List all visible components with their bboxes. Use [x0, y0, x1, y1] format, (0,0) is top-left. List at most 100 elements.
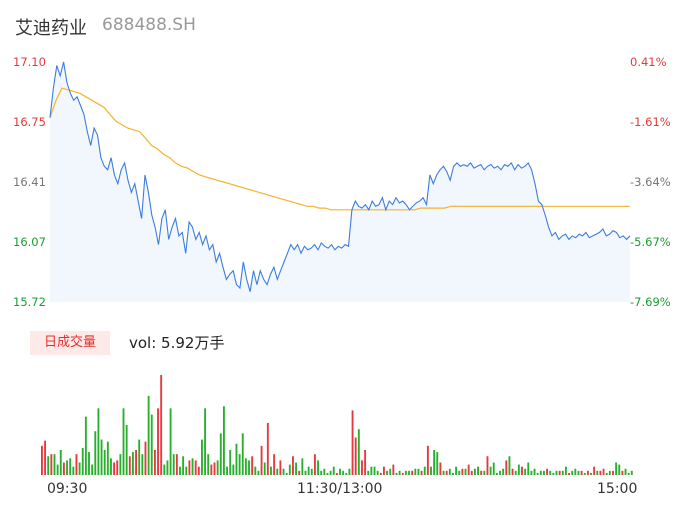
- x-tick-open: 09:30: [47, 481, 88, 497]
- volume-bar: [561, 470, 564, 475]
- volume-bar: [536, 472, 539, 475]
- volume-bar: [257, 470, 260, 475]
- volume-bar: [84, 416, 87, 475]
- volume-bar: [62, 462, 65, 475]
- volume-bar: [511, 468, 514, 475]
- volume-bar: [433, 450, 436, 475]
- volume-bar: [116, 460, 119, 475]
- volume-bar: [486, 456, 489, 475]
- volume-bar: [339, 468, 341, 475]
- pct-tick-mid: -3.64%: [630, 175, 671, 189]
- volume-bar: [357, 429, 360, 475]
- volume-bar: [113, 462, 116, 475]
- volume-bar: [150, 414, 153, 475]
- volume-bar: [169, 408, 172, 475]
- volume-bar: [530, 470, 533, 475]
- price-tick-bottom: 15.72: [13, 295, 46, 309]
- volume-bar: [179, 466, 181, 475]
- volume-bar: [147, 395, 150, 475]
- volume-bar: [56, 464, 59, 475]
- volume-bar: [201, 439, 203, 475]
- volume-bar: [615, 462, 618, 475]
- volume-bar: [210, 464, 213, 475]
- volume-bar: [279, 460, 282, 475]
- volume-bar: [489, 466, 492, 475]
- volume-bar: [125, 425, 128, 475]
- volume-bar: [351, 410, 354, 475]
- volume-bar: [81, 447, 84, 475]
- volume-bar: [404, 470, 407, 475]
- volume-bar: [276, 468, 279, 475]
- volume-bar: [571, 470, 574, 475]
- volume-bar: [219, 433, 222, 475]
- volume-bar: [376, 470, 379, 475]
- volume-bar: [624, 468, 627, 475]
- volume-bar: [69, 458, 72, 475]
- volume-bar: [558, 470, 561, 475]
- volume-bar: [144, 441, 147, 475]
- volume-bar: [185, 466, 188, 475]
- volume-bar: [282, 468, 285, 475]
- volume-bar: [423, 466, 426, 475]
- volume-bar: [53, 454, 56, 475]
- volume-bar: [458, 470, 461, 475]
- volume-bar: [401, 472, 404, 475]
- volume-bar: [72, 466, 75, 475]
- volume-bar: [204, 408, 207, 475]
- volume-bar: [295, 462, 298, 475]
- volume-bar: [621, 470, 624, 475]
- volume-bar: [602, 468, 605, 475]
- volume-bar: [508, 456, 511, 475]
- volume-bar: [445, 470, 448, 475]
- volume-bar: [386, 470, 389, 475]
- volume-bar: [44, 440, 47, 476]
- volume-bar: [122, 408, 125, 475]
- volume-bar: [361, 460, 363, 475]
- volume-bar: [568, 472, 570, 475]
- volume-bar: [66, 460, 68, 475]
- volume-bar: [618, 464, 621, 475]
- volume-bar: [612, 470, 614, 475]
- volume-bar: [160, 375, 163, 475]
- price-tick-top: 17.10: [13, 55, 46, 69]
- volume-bar: [605, 472, 608, 475]
- volume-bar: [157, 408, 159, 475]
- volume-readout: vol: 5.92万手: [129, 334, 225, 352]
- volume-bar: [455, 466, 458, 475]
- volume-bar: [320, 470, 323, 475]
- volume-bar: [552, 472, 555, 475]
- volume-bar: [298, 470, 301, 475]
- price-line: [49, 61, 631, 292]
- volume-bar: [103, 450, 106, 475]
- volume-bar: [273, 454, 276, 475]
- volume-bar: [260, 445, 263, 475]
- volume-bar: [207, 454, 210, 475]
- volume-bar: [398, 470, 401, 475]
- volume-bar: [329, 470, 332, 475]
- volume-bar: [382, 466, 385, 475]
- volume-bar: [106, 441, 109, 475]
- volume-bar: [213, 462, 216, 475]
- volume-bar: [467, 464, 470, 475]
- volume-bar: [263, 462, 266, 475]
- volume-bar: [583, 472, 586, 475]
- pct-tick-bottom: -7.69%: [630, 295, 671, 309]
- price-tick-4: 16.07: [13, 235, 46, 249]
- volume-bar: [135, 450, 138, 475]
- volume-bar: [59, 450, 62, 475]
- volume-bar: [100, 439, 103, 475]
- volume-bar: [248, 460, 250, 475]
- volume-bar: [175, 454, 178, 475]
- volume-bar: [78, 462, 81, 475]
- volume-bar: [499, 470, 501, 475]
- volume-bar: [266, 422, 269, 475]
- volume-bar: [373, 466, 376, 475]
- volume-bar: [430, 466, 432, 475]
- volume-bar: [345, 472, 348, 475]
- volume-bar: [630, 470, 633, 475]
- volume-tag[interactable]: 日成交量: [30, 331, 110, 355]
- volume-bar: [307, 466, 310, 475]
- volume-bar: [439, 462, 442, 475]
- volume-bar: [549, 470, 552, 475]
- volume-bar: [470, 470, 473, 475]
